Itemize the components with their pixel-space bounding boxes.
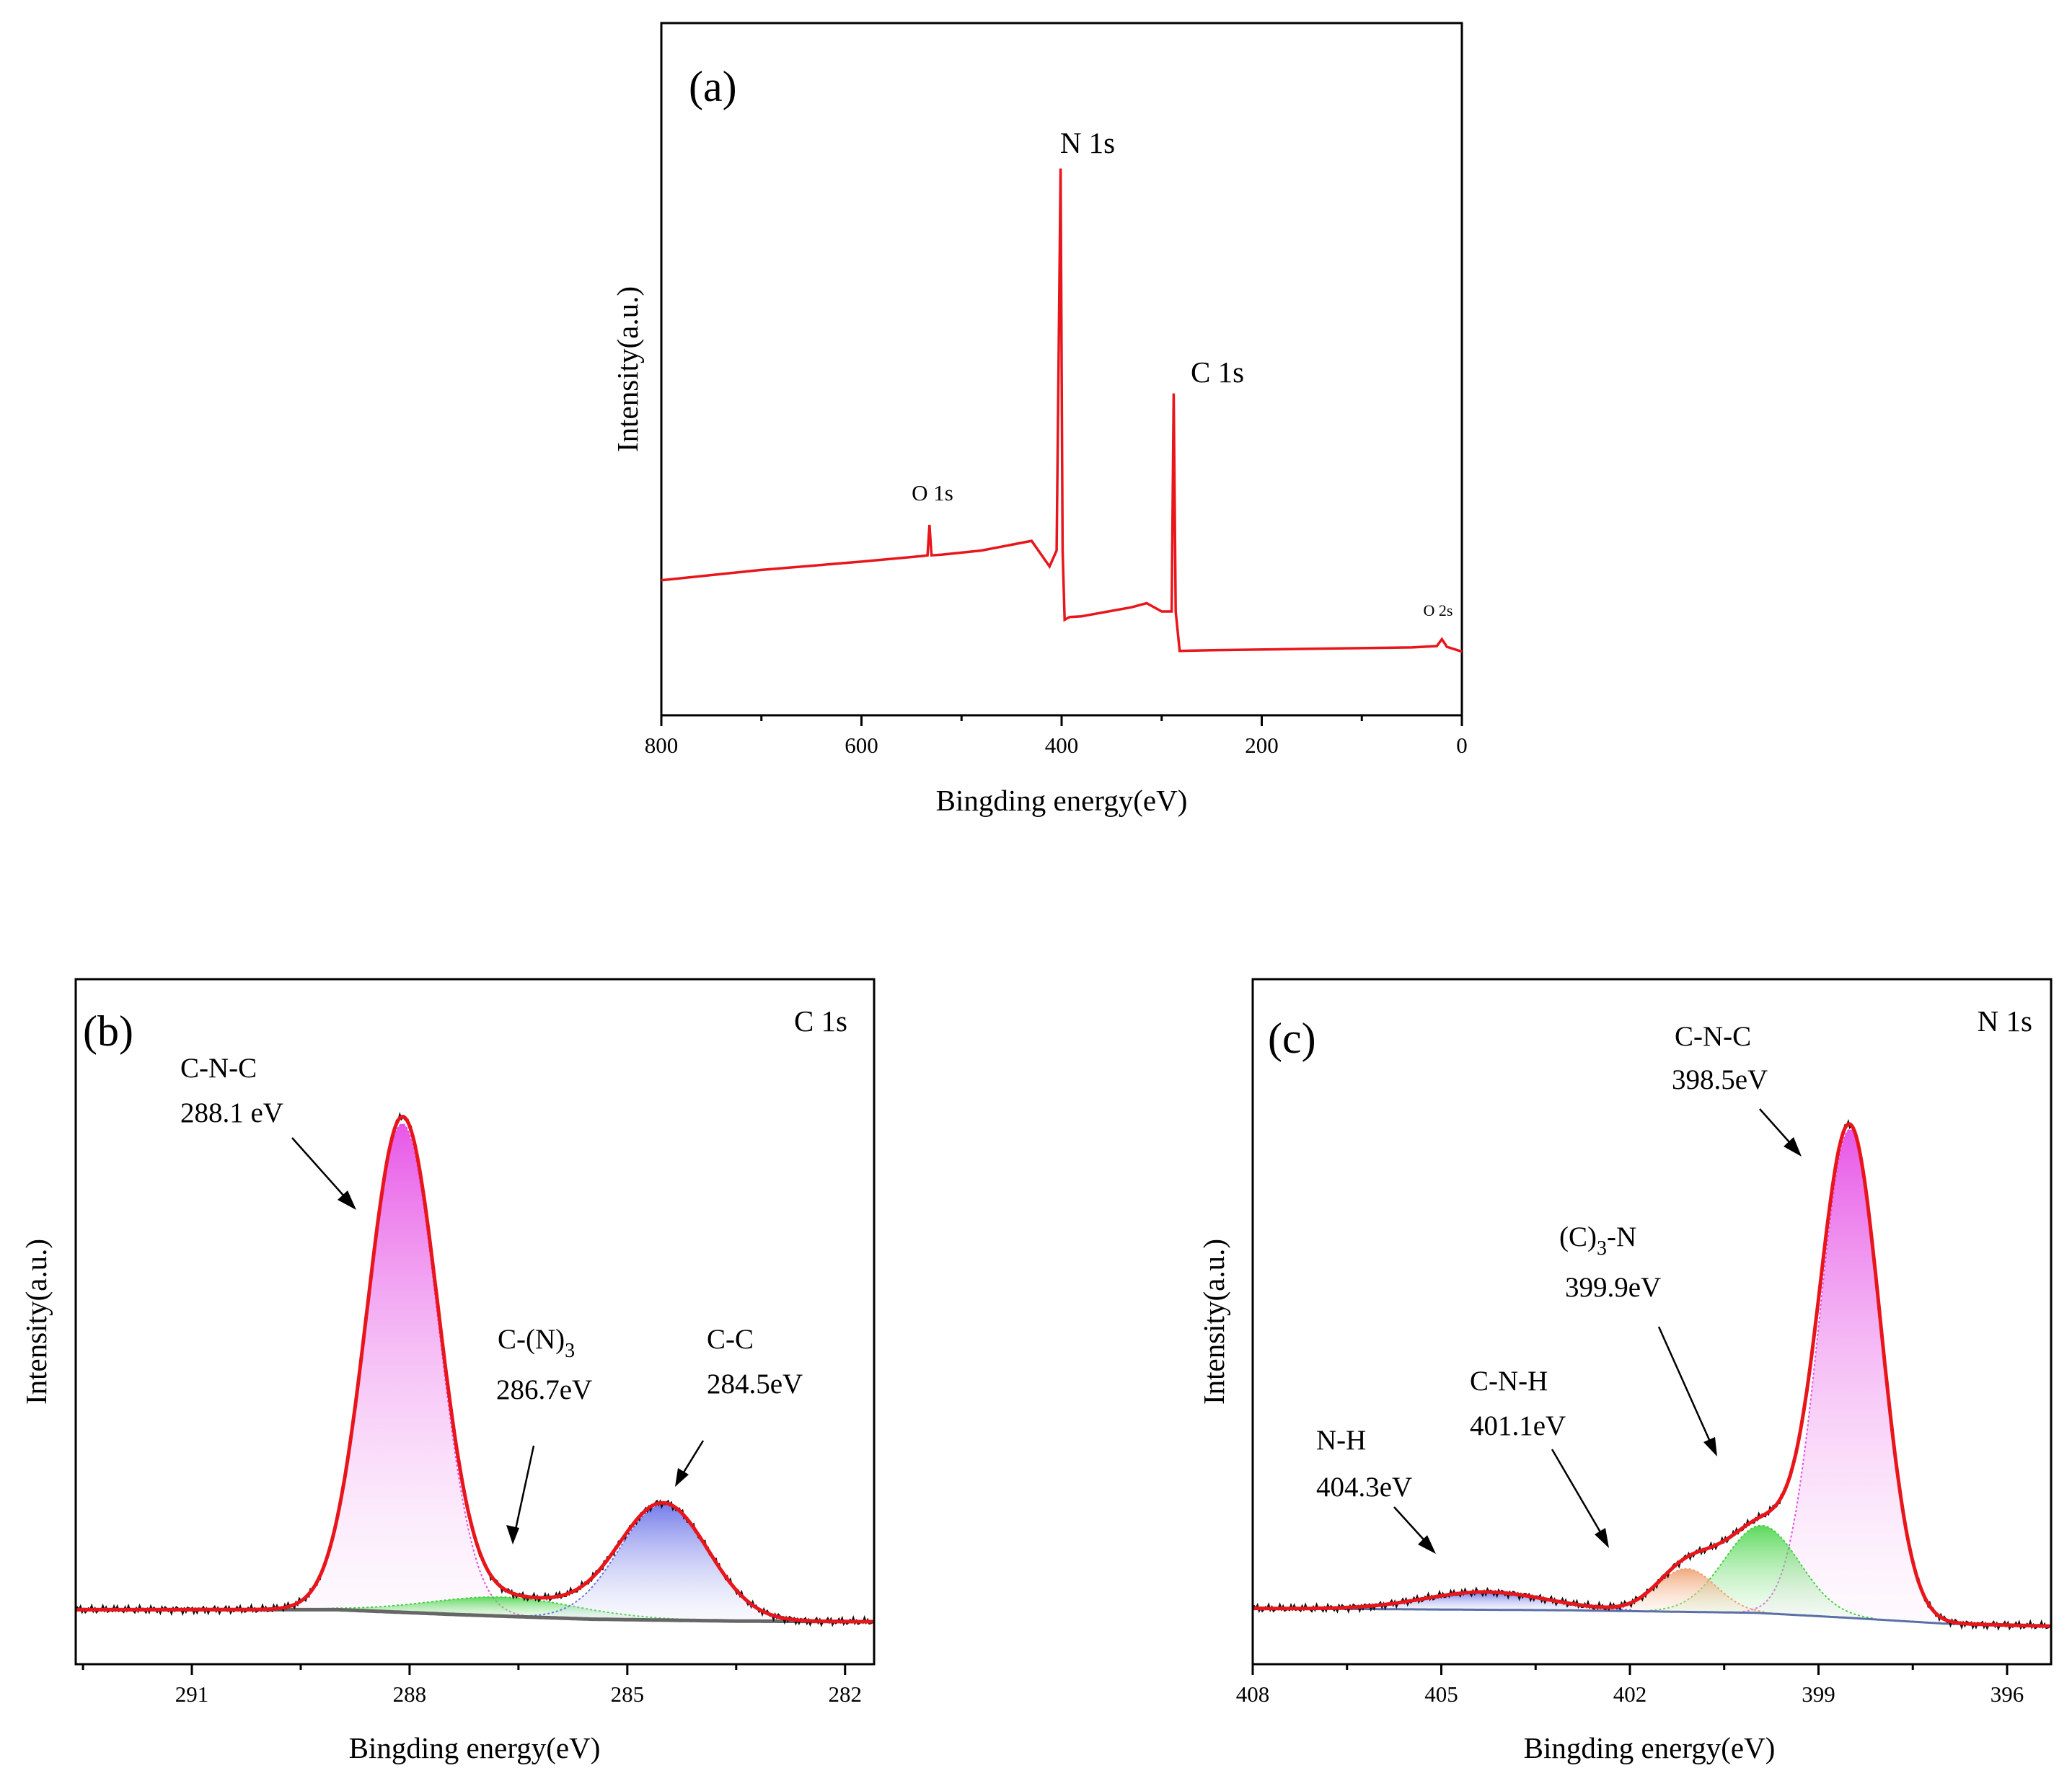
c-component-area [1742, 1129, 1957, 1625]
c-cnc-energy: 398.5eV [1672, 1064, 1768, 1095]
b-cn3-label: C-(N)3 [498, 1324, 575, 1362]
n1s-peak-label: N 1s [1060, 126, 1115, 159]
o2s-peak-label: O 2s [1424, 601, 1453, 619]
c1s-peak-label: C 1s [1191, 355, 1244, 389]
b-component-curve [278, 1123, 526, 1617]
panel-b-title: C 1s [794, 1004, 847, 1038]
panel-a-y-axis-title: Intensity(a.u.) [611, 286, 644, 452]
b-cnc-energy: 288.1 eV [180, 1097, 283, 1128]
b-cc-arrowhead [675, 1468, 689, 1487]
c-cnh-arrowhead [1595, 1528, 1609, 1548]
b-cn3-arrow [513, 1445, 535, 1537]
c-component-area [1605, 1568, 1767, 1614]
panel-b-fit-envelope-line [75, 1115, 875, 1624]
panel-a-survey-chart: 800 600 400 200 0 (a) N 1s C 1s O 1s O 2s Bi… [611, 22, 1468, 817]
c-cnh-energy: 401.1eV [1470, 1410, 1566, 1441]
c-c3n-energy: 399.9eV [1565, 1272, 1661, 1303]
b-cnc-label: C-N-C [180, 1053, 257, 1084]
b-x-tick-label: 282 [828, 1681, 862, 1707]
c-x-tick-label: 402 [1613, 1681, 1647, 1707]
b-x-tick-label: 285 [611, 1681, 645, 1707]
panel-a-label: (a) [689, 63, 737, 110]
panel-b-plot-frame [74, 978, 876, 1666]
panel-a-x-tick-label: 800 [645, 733, 679, 758]
panel-c-fit-envelope-line [1252, 1122, 2052, 1628]
panel-b-label: (b) [83, 1007, 133, 1055]
c-cnc-label: C-N-C [1675, 1021, 1751, 1052]
c-c3n-arrow [1657, 1326, 1714, 1449]
c-x-tick-label: 405 [1424, 1681, 1458, 1707]
panel-c-y-axis-title: Intensity(a.u.) [1197, 1239, 1230, 1405]
panel-c-component-fills [1337, 1128, 1957, 1625]
panel-b-c1s-chart: 291 288 285 282 (b) C 1s C-N-C 288.1 eV C-(… [19, 978, 876, 1764]
panel-c-raw-data-line [1252, 1118, 2052, 1631]
panel-b-x-axis: 291 288 285 282 [81, 1664, 862, 1707]
b-component-area [526, 1504, 801, 1622]
panel-b-y-axis-title: Intensity(a.u.) [19, 1239, 53, 1405]
panel-a-x-tick-label: 200 [1245, 733, 1279, 758]
c-nh-label: N-H [1316, 1425, 1366, 1456]
panel-c-background-line [1253, 1607, 2051, 1627]
panel-a-x-tick-label: 400 [1045, 733, 1079, 758]
b-cnc-arrowhead [338, 1190, 356, 1210]
c-component-area [1337, 1591, 1633, 1612]
panel-c-n1s-chart: 408 405 402 399 396 (c) N 1s C-N-C 398.5eV (… [1197, 978, 2053, 1764]
b-cnc-arrow [291, 1137, 352, 1205]
b-x-tick-label: 288 [393, 1681, 427, 1707]
panel-c-title: N 1s [1978, 1004, 2032, 1038]
c-c3n-label: (C)3-N [1559, 1221, 1636, 1260]
b-cc-energy: 284.5eV [707, 1369, 803, 1400]
b-cn3-energy: 286.7eV [496, 1374, 592, 1405]
c-cnh-label: C-N-H [1470, 1366, 1548, 1397]
b-x-tick-label: 291 [175, 1681, 209, 1707]
c-x-tick-label: 396 [1991, 1681, 2024, 1707]
c-c3n-arrowhead [1703, 1437, 1717, 1457]
panel-c-plot-frame [1251, 978, 2053, 1666]
o1s-peak-label: O 1s [912, 480, 953, 505]
panel-a-x-tick-label: 0 [1456, 733, 1468, 758]
c-x-tick-label: 399 [1802, 1681, 1835, 1707]
panel-c-label: (c) [1268, 1015, 1316, 1062]
b-cn3-arrowhead [506, 1525, 519, 1544]
panel-a-x-axis: 800 600 400 200 0 [645, 715, 1468, 758]
c-x-tick-label: 408 [1236, 1681, 1270, 1707]
c-nh-arrowhead [1418, 1535, 1436, 1554]
b-cc-label: C-C [707, 1324, 754, 1355]
c-cnc-arrowhead [1784, 1137, 1802, 1157]
panel-c-x-axis: 408 405 402 399 396 [1236, 1664, 2024, 1707]
c-cnh-arrow [1551, 1449, 1606, 1540]
b-component-area [278, 1123, 526, 1617]
panel-a-x-tick-label: 600 [845, 733, 878, 758]
panel-a-x-axis-title: Bingding energy(eV) [936, 784, 1188, 817]
panel-a-survey-spectrum-line [661, 168, 1463, 653]
panel-c-x-axis-title: Bingding energy(eV) [1524, 1731, 1776, 1764]
c-nh-energy: 404.3eV [1316, 1472, 1412, 1503]
panel-b-x-axis-title: Bingding energy(eV) [349, 1731, 601, 1764]
